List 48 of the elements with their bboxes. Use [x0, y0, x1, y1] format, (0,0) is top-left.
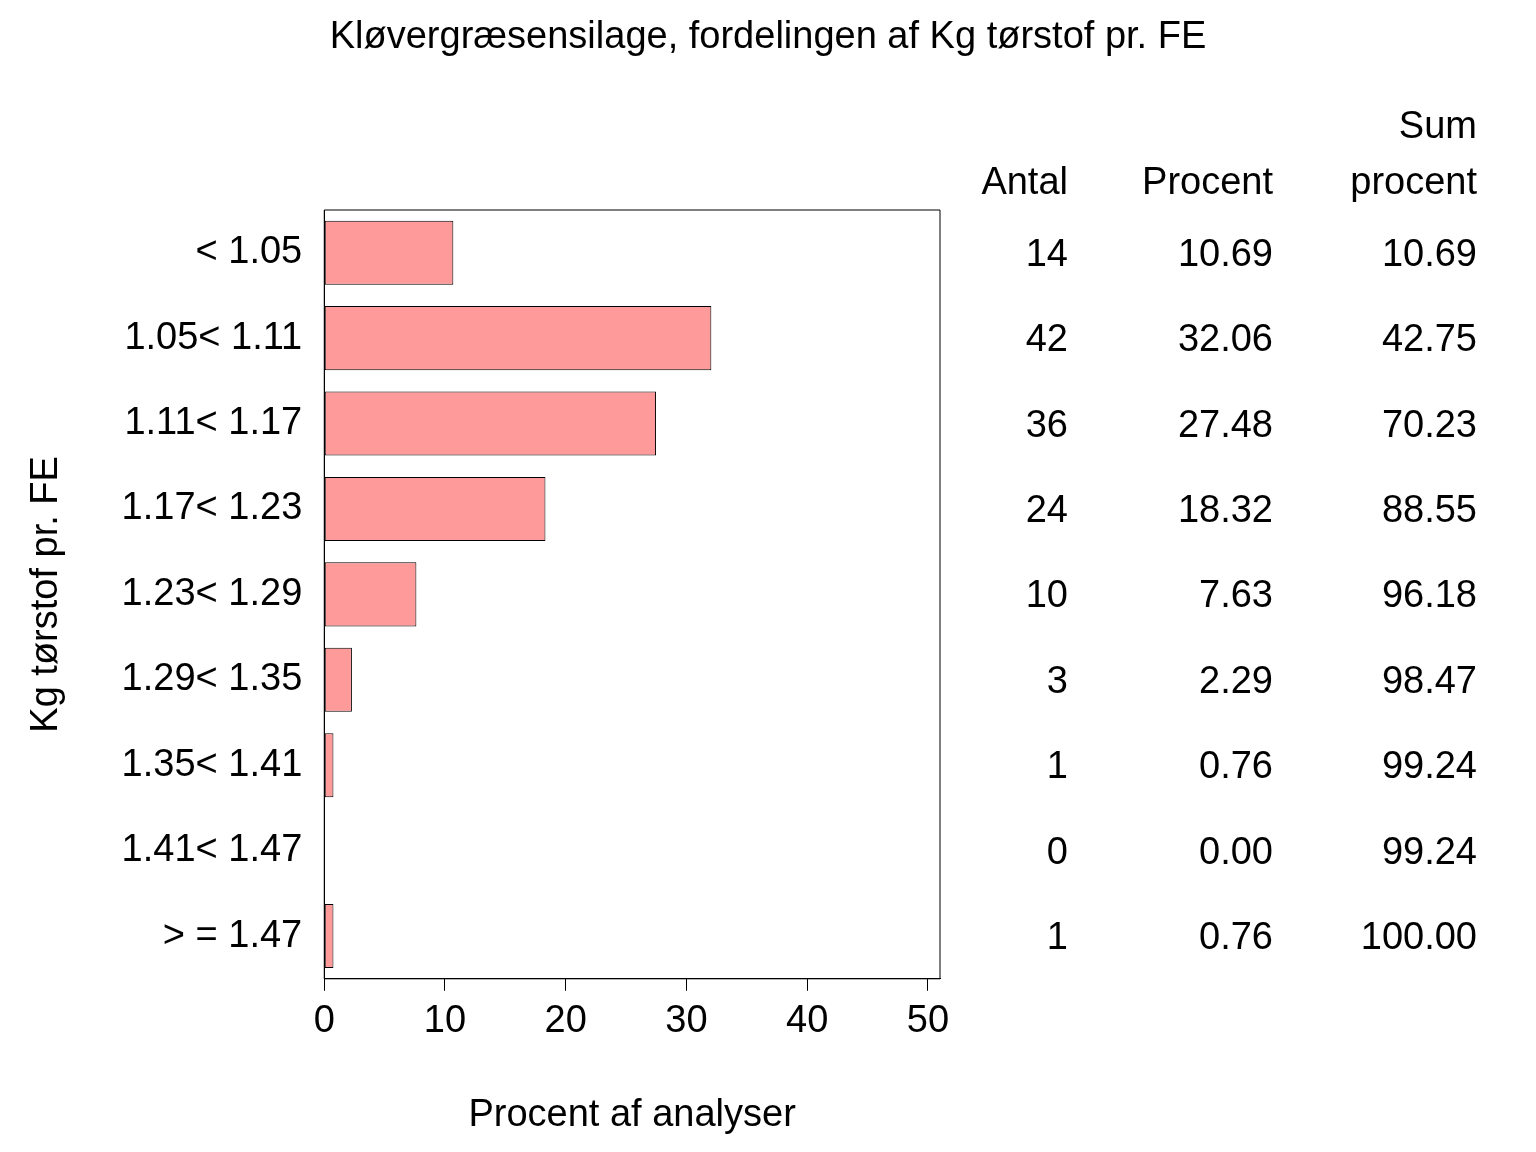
data-label: 10.69 — [1176, 230, 1273, 275]
text: 98.47 — [1380, 657, 1477, 702]
y-tick-label: 1.35< 1.41 — [121, 741, 303, 784]
text: 24 — [1024, 486, 1068, 531]
data-label: 32.06 — [1176, 316, 1273, 361]
text: 14 — [1024, 230, 1068, 275]
text: 0 — [1045, 828, 1068, 873]
data-label: 0.76 — [1198, 914, 1273, 959]
text: 1 — [1045, 743, 1068, 788]
x-tick-label: 40 — [786, 998, 829, 1041]
text: 42 — [1024, 316, 1068, 361]
y-tick-label: 1.23< 1.29 — [121, 570, 303, 613]
text: 42.75 — [1380, 316, 1477, 361]
y-tick-label: 1.11< 1.17 — [124, 400, 303, 443]
data-label: 27.48 — [1176, 401, 1273, 446]
x-axis-title: Procent af analyser — [468, 1091, 797, 1134]
x-tick-label: 30 — [665, 998, 708, 1041]
x-tick-label: 0 — [313, 998, 335, 1041]
text: 99.24 — [1380, 828, 1477, 873]
x-tick-label: 10 — [423, 998, 467, 1041]
y-axis-title: Kg tørstof pr. FE — [23, 456, 66, 733]
data-label: 0.76 — [1198, 743, 1273, 788]
data-label: 7.63 — [1198, 572, 1273, 617]
y-tick-label: 1.05< 1.11 — [124, 314, 303, 357]
text: Antal — [980, 158, 1068, 204]
text: 3 — [1045, 657, 1068, 702]
text: Procent — [1142, 159, 1273, 202]
y-tick-label: 1.17< 1.23 — [121, 485, 303, 528]
y-tick-label: < 1.05 — [195, 229, 303, 272]
data-label: 0.00 — [1198, 828, 1273, 873]
text: 99.24 — [1380, 743, 1477, 788]
data-label: 2.29 — [1198, 657, 1273, 702]
x-tick-label: 50 — [906, 998, 950, 1041]
text: 10.69 — [1380, 230, 1477, 275]
text: Sum procent — [1349, 102, 1477, 204]
y-tick-label: 1.29< 1.35 — [121, 656, 303, 699]
text: 1 — [1045, 914, 1068, 959]
x-tick-label: 20 — [544, 998, 587, 1041]
text: 96.18 — [1380, 572, 1477, 617]
text: 88.55 — [1380, 486, 1477, 531]
text: 100.00 — [1359, 914, 1477, 959]
text: 70.23 — [1380, 401, 1477, 446]
chart-title: Kløvergræsensilage, fordelingen af Kg tørstof pr. FE — [328, 14, 1208, 57]
y-tick-label: > = 1.47 — [162, 912, 303, 955]
text: 36 — [1024, 401, 1068, 446]
data-label: 18.32 — [1176, 486, 1273, 531]
text: 10 — [1024, 572, 1068, 617]
y-tick-label: 1.41< 1.47 — [121, 827, 303, 870]
